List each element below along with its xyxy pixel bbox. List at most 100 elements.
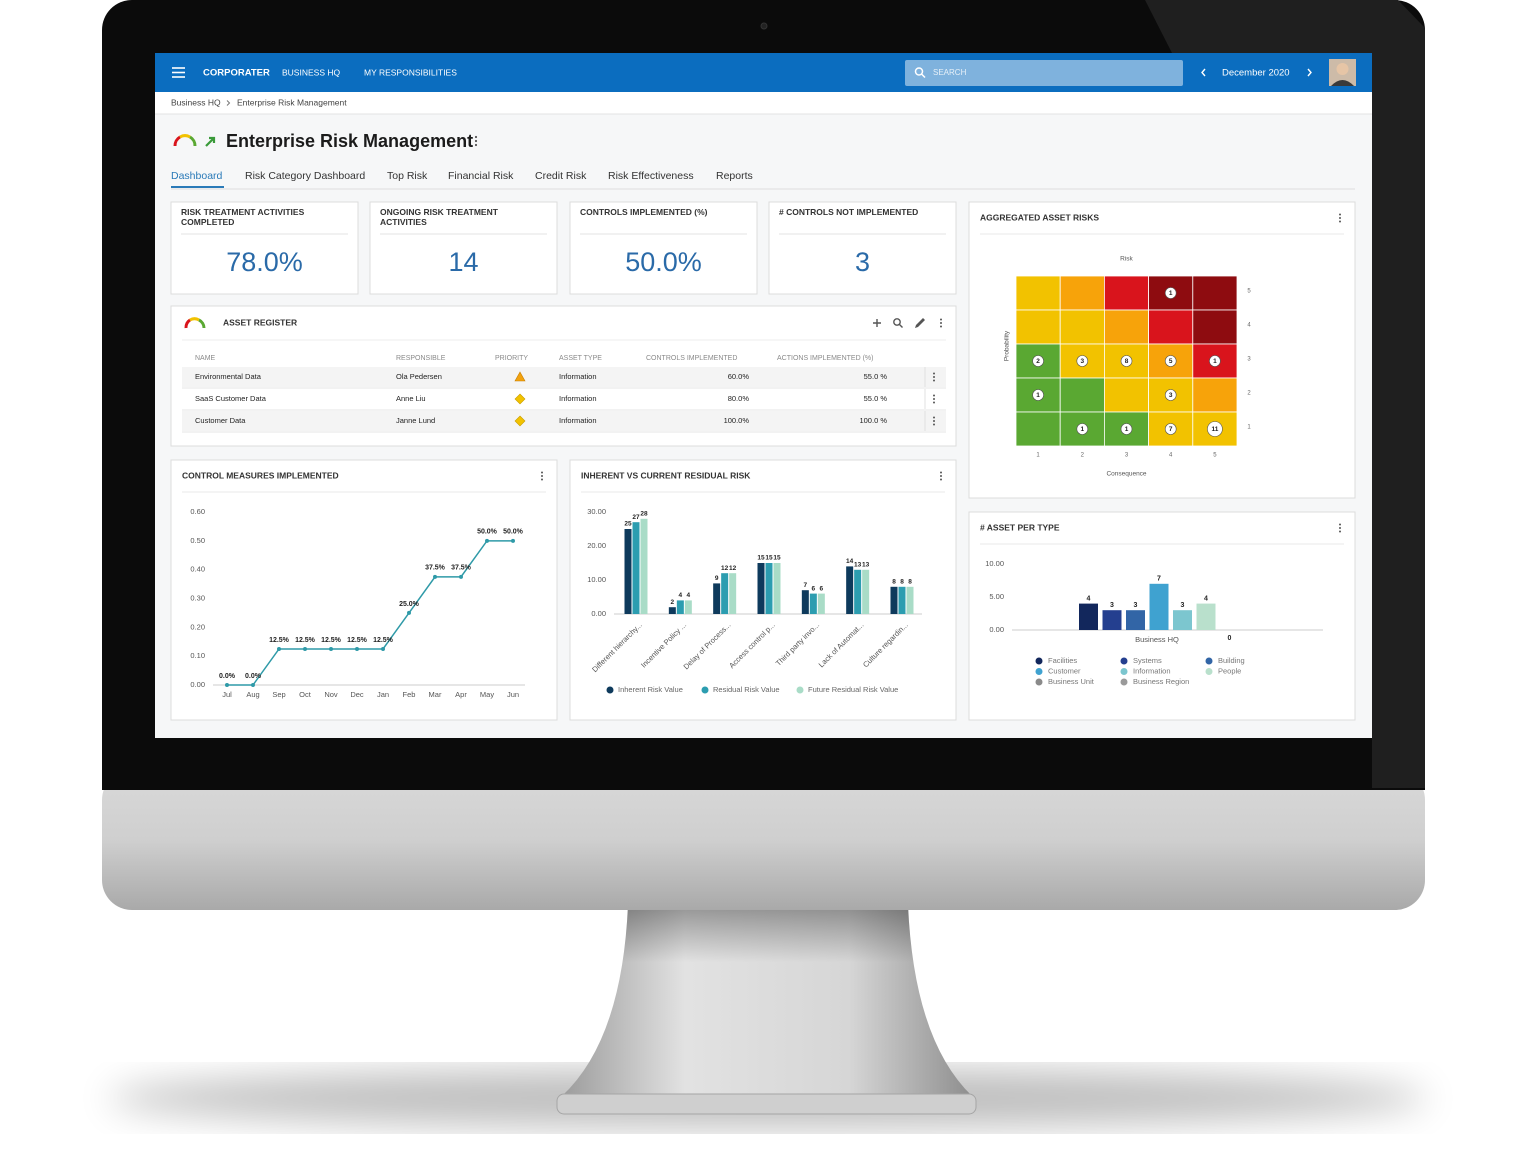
nav-link[interactable]: MY RESPONSIBILITIES	[364, 67, 457, 77]
tab[interactable]: Risk Effectiveness	[608, 170, 694, 182]
brand[interactable]: CORPORATER	[203, 68, 270, 79]
menu-button[interactable]	[172, 67, 185, 78]
x-tick-label: 5	[1213, 453, 1217, 459]
legend-label[interactable]: Facilities	[1048, 656, 1077, 665]
data-label: 4	[687, 592, 691, 599]
x-tick-label: Aug	[246, 690, 259, 699]
table-cell: Ola Pedersen	[396, 372, 442, 381]
y-tick-label: 1	[1247, 425, 1251, 431]
x-tick-label: Business HQ	[1135, 635, 1179, 644]
tab[interactable]: Dashboard	[171, 170, 223, 182]
y-tick-label: 2	[1247, 391, 1251, 397]
menu-dot	[933, 398, 935, 400]
data-label: 9	[715, 575, 719, 582]
risk-count	[1207, 421, 1223, 437]
search-button[interactable]	[893, 318, 901, 326]
menu-dot	[933, 376, 935, 378]
kpi-label: ONGOING RISK TREATMENT ACTIVITIES	[380, 207, 498, 227]
risk-count-label: 3	[1169, 392, 1173, 399]
legend-swatch	[1205, 657, 1213, 665]
column-header: ACTIONS IMPLEMENTED (%)	[777, 355, 873, 362]
tab[interactable]: Financial Risk	[448, 170, 514, 182]
data-label: 4	[1204, 595, 1208, 602]
edit-button[interactable]	[915, 318, 925, 328]
data-label: 15	[757, 555, 765, 562]
card	[569, 201, 758, 295]
table-row	[182, 389, 946, 409]
heat-cell	[1104, 275, 1150, 311]
bar	[765, 563, 773, 614]
legend-label[interactable]: Business Unit	[1048, 677, 1095, 686]
data-label: 12	[721, 565, 729, 572]
legend-label[interactable]: People	[1218, 666, 1241, 675]
card-menu[interactable]	[933, 416, 935, 426]
risk-count	[1120, 355, 1133, 367]
tab[interactable]: Risk Category Dashboard	[245, 170, 365, 182]
prev-period[interactable]	[1201, 68, 1206, 77]
legend-swatch	[1035, 668, 1043, 675]
tab[interactable]: Credit Risk	[535, 170, 587, 182]
add-button[interactable]	[873, 319, 881, 327]
breadcrumb-sep	[226, 100, 231, 106]
legend-swatch	[796, 686, 804, 694]
card-menu[interactable]	[933, 372, 935, 382]
line-point	[251, 683, 255, 687]
breadcrumb-bar	[155, 92, 1372, 114]
menu-dot	[1339, 523, 1341, 526]
breadcrumb[interactable]: Business HQ	[171, 97, 221, 107]
y-tick-label: 5	[1247, 289, 1251, 295]
heat-cell	[1059, 377, 1105, 413]
table-cell: Janne Lund	[396, 416, 435, 425]
heat-cell	[1059, 275, 1105, 311]
bar	[906, 586, 914, 614]
nav-link[interactable]: BUSINESS HQ	[282, 67, 340, 77]
legend-label[interactable]: Business Region	[1133, 677, 1189, 686]
card-title: ASSET REGISTER	[223, 317, 297, 327]
data-label: 7	[1157, 576, 1161, 583]
card-menu[interactable]	[940, 471, 942, 481]
data-label: 0.0%	[245, 673, 262, 680]
table-cell: 55.0 %	[864, 372, 888, 381]
legend-label[interactable]: Information	[1133, 666, 1171, 675]
bar	[817, 593, 825, 614]
bar	[809, 593, 817, 614]
card-menu[interactable]	[1339, 523, 1341, 533]
legend-label[interactable]: Customer	[1048, 666, 1081, 675]
avatar-face	[1336, 63, 1349, 75]
x-tick-label: Feb	[403, 690, 416, 699]
legend-swatch	[1120, 668, 1128, 675]
data-label: 50.0%	[503, 529, 524, 536]
menu-dot	[1339, 527, 1341, 529]
card-menu[interactable]	[933, 394, 935, 404]
card-menu[interactable]	[1339, 213, 1341, 223]
bar	[898, 586, 906, 614]
gauge-yellow	[189, 317, 200, 322]
period[interactable]: December 2020	[1222, 68, 1290, 79]
table-cell: 100.0 %	[859, 416, 887, 425]
title-menu[interactable]	[474, 135, 478, 147]
tab[interactable]: Top Risk	[387, 170, 428, 182]
card-menu[interactable]	[940, 318, 942, 328]
next-period[interactable]	[1307, 68, 1312, 77]
tab[interactable]: Reports	[716, 170, 753, 182]
data-label: 3	[1110, 602, 1114, 609]
line-point	[511, 538, 515, 543]
legend-label[interactable]: Future Residual Risk Value	[808, 685, 898, 694]
x-tick-label: 1	[1036, 453, 1040, 459]
legend-label[interactable]: Systems	[1133, 656, 1162, 665]
heat-cell	[1059, 309, 1105, 345]
chart-subtitle: Risk	[1120, 256, 1133, 263]
risk-count	[1164, 355, 1177, 367]
kpi-value: 14	[448, 247, 478, 277]
legend-label[interactable]: Residual Risk Value	[713, 685, 780, 694]
y-tick-label: 3	[1247, 357, 1251, 363]
bar	[632, 522, 640, 614]
y-tick-label: 0.20	[190, 622, 205, 631]
legend-label[interactable]: Building	[1218, 656, 1245, 665]
legend-label[interactable]: Inherent Risk Value	[618, 685, 683, 694]
legend-swatch	[1120, 678, 1128, 686]
card-menu[interactable]	[541, 471, 543, 481]
search-box[interactable]	[905, 60, 1183, 86]
risk-count	[1032, 389, 1044, 401]
